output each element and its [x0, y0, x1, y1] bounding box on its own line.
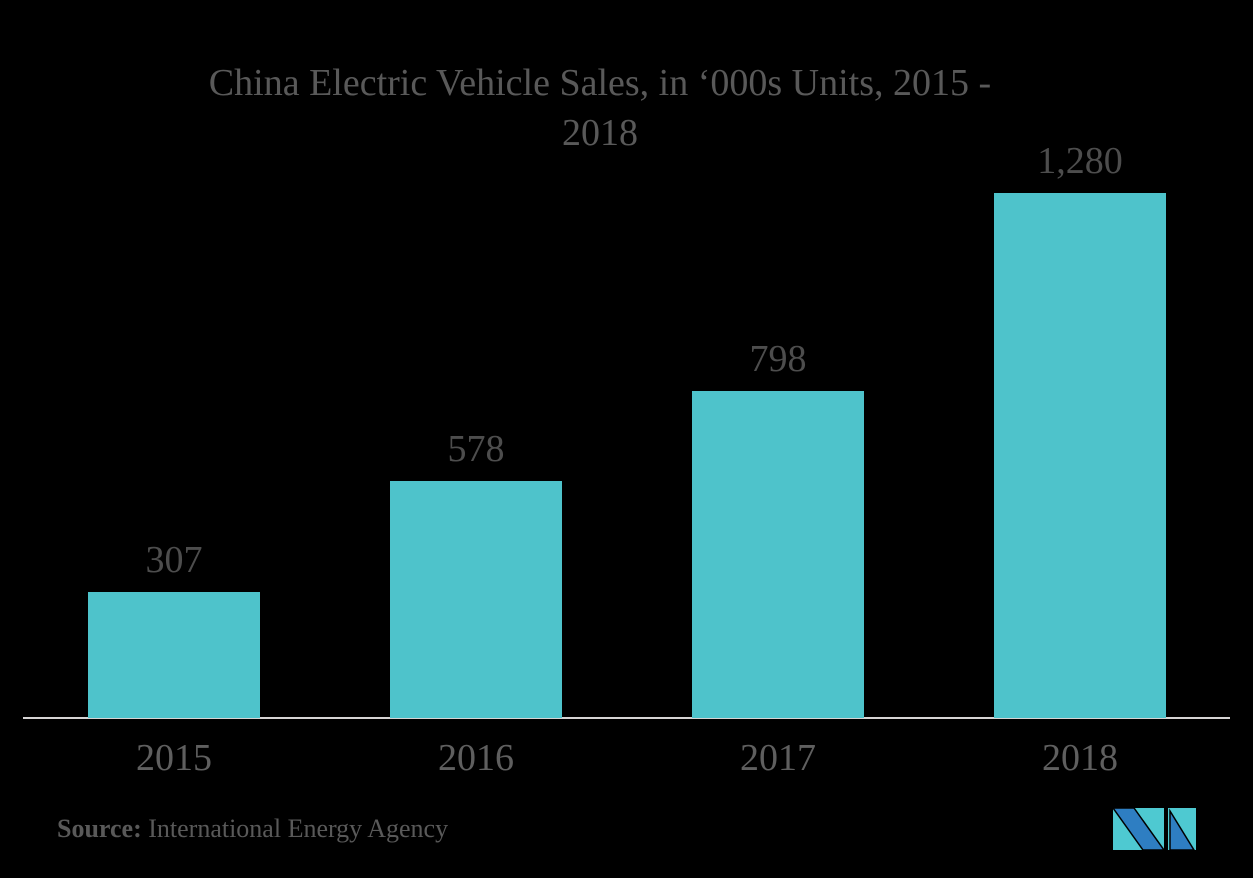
- x-axis-line: [23, 717, 1230, 719]
- bar-value-label-2018: 1,280: [1037, 140, 1123, 182]
- mordor-intelligence-logo: [1113, 808, 1196, 850]
- x-axis-label-2015: 2015: [136, 737, 212, 779]
- bar-value-label-2016: 578: [447, 428, 505, 470]
- chart-title: China Electric Vehicle Sales, in ‘000s U…: [0, 58, 1200, 158]
- x-axis-label-2018: 2018: [1042, 737, 1118, 779]
- chart-title-line-2: 2018: [562, 112, 638, 154]
- bar-value-label-2015: 307: [145, 539, 203, 581]
- chart-title-line-1: China Electric Vehicle Sales, in ‘000s U…: [208, 62, 992, 104]
- bar-value-label-2017: 798: [749, 338, 807, 380]
- source-label: Source:: [57, 814, 142, 843]
- bar-2016: [390, 481, 562, 718]
- bar-2018: [994, 193, 1166, 718]
- logo-right-blue-shape: [1169, 808, 1195, 850]
- x-axis-label-2017: 2017: [740, 737, 816, 779]
- bar-2015: [88, 592, 260, 718]
- bar-2017: [692, 391, 864, 718]
- logo-left-blue-shape: [1113, 808, 1165, 850]
- source-text: International Energy Agency: [141, 814, 449, 843]
- x-axis-label-2016: 2016: [438, 737, 514, 779]
- source-line: Source: International Energy Agency: [57, 814, 448, 844]
